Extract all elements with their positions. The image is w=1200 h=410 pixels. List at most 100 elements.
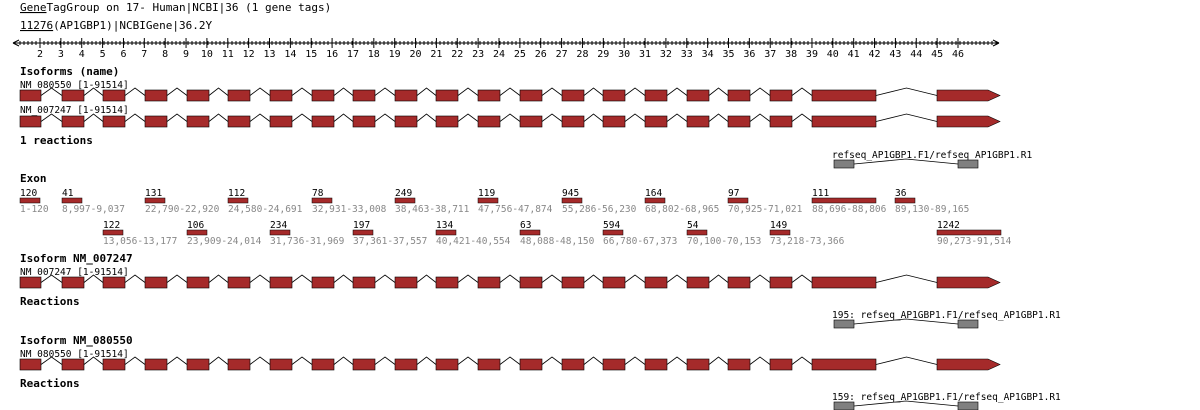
exon-block[interactable]	[602, 89, 626, 102]
exon-block[interactable]	[519, 115, 543, 128]
exon-row2-exon-bar[interactable]	[102, 229, 124, 236]
exon-block[interactable]	[602, 358, 626, 371]
exon-block[interactable]	[102, 89, 126, 102]
primer-reverse[interactable]	[957, 319, 979, 329]
exon-block[interactable]	[644, 115, 668, 128]
primer-reverse[interactable]	[957, 401, 979, 410]
exon-block[interactable]	[811, 89, 877, 102]
exon-block[interactable]	[19, 115, 42, 128]
exon-block[interactable]	[811, 276, 877, 289]
exon-block[interactable]	[144, 276, 168, 289]
exon-row2-exon-bar[interactable]	[269, 229, 291, 236]
gene-link[interactable]: Gene	[20, 1, 47, 14]
exon-block[interactable]	[102, 276, 126, 289]
exon-block-terminal[interactable]	[936, 358, 1001, 371]
exon-block[interactable]	[352, 89, 376, 102]
exon-block[interactable]	[769, 358, 793, 371]
exon-row1-exon-bar[interactable]	[894, 197, 916, 204]
transcript-track-nm007247[interactable]	[19, 113, 1001, 128]
exon-block[interactable]	[519, 89, 543, 102]
exon-block[interactable]	[727, 89, 751, 102]
exon-block[interactable]	[602, 276, 626, 289]
exon-row1-exon-bar[interactable]	[644, 197, 666, 204]
exon-block[interactable]	[394, 358, 418, 371]
exon-block[interactable]	[394, 89, 418, 102]
exon-block[interactable]	[227, 115, 251, 128]
exon-block[interactable]	[686, 89, 710, 102]
exon-block[interactable]	[61, 358, 85, 371]
exon-row2-exon-bar[interactable]	[519, 229, 541, 236]
primer-forward[interactable]	[833, 319, 855, 329]
exon-block[interactable]	[19, 276, 42, 289]
exon-block[interactable]	[352, 115, 376, 128]
reaction-label-a[interactable]: 195: refseq_AP1GBP1.F1/refseq_AP1GBP1.R1	[832, 310, 1061, 321]
exon-row1-exon-bar[interactable]	[144, 197, 166, 204]
exon-row2-exon-bar[interactable]	[602, 229, 624, 236]
exon-block[interactable]	[102, 115, 126, 128]
reaction-primer-pair-b[interactable]	[833, 400, 979, 410]
exon-row1-exon-bar[interactable]	[561, 197, 583, 204]
exon-block[interactable]	[727, 115, 751, 128]
primer-reverse[interactable]	[957, 159, 979, 169]
exon-block[interactable]	[311, 358, 335, 371]
exon-row2-exon-bar[interactable]	[435, 229, 457, 236]
exon-block[interactable]	[269, 358, 293, 371]
exon-row1-exon-bar[interactable]	[61, 197, 83, 204]
reaction-primer-pair-top[interactable]	[833, 158, 979, 169]
exon-block[interactable]	[144, 89, 168, 102]
exon-row2-exon-bar[interactable]	[936, 229, 1002, 236]
exon-row1-exon-bar[interactable]	[19, 197, 41, 204]
exon-block[interactable]	[352, 276, 376, 289]
reaction-primer-pair-a[interactable]	[833, 318, 979, 329]
exon-block[interactable]	[19, 89, 42, 102]
exon-block[interactable]	[769, 276, 793, 289]
exon-block[interactable]	[644, 89, 668, 102]
exon-block[interactable]	[477, 276, 501, 289]
exon-block[interactable]	[186, 276, 210, 289]
exon-block[interactable]	[352, 358, 376, 371]
exon-block[interactable]	[435, 115, 459, 128]
exon-block[interactable]	[186, 115, 210, 128]
exon-block[interactable]	[269, 276, 293, 289]
exon-block[interactable]	[477, 89, 501, 102]
exon-block[interactable]	[602, 115, 626, 128]
exon-row1-exon-bar[interactable]	[394, 197, 416, 204]
exon-block[interactable]	[477, 115, 501, 128]
exon-block[interactable]	[144, 358, 168, 371]
exon-block[interactable]	[811, 358, 877, 371]
exon-block[interactable]	[477, 358, 501, 371]
exon-block[interactable]	[519, 276, 543, 289]
exon-block[interactable]	[435, 89, 459, 102]
exon-block[interactable]	[644, 276, 668, 289]
exon-block[interactable]	[686, 115, 710, 128]
transcript-track-isoform-b[interactable]	[19, 356, 1001, 371]
exon-block[interactable]	[519, 358, 543, 371]
exon-block[interactable]	[394, 115, 418, 128]
exon-block[interactable]	[727, 358, 751, 371]
exon-block-terminal[interactable]	[936, 89, 1001, 102]
gene-id-link[interactable]: 11276	[20, 19, 53, 32]
exon-row1-exon-bar[interactable]	[727, 197, 749, 204]
exon-block[interactable]	[61, 276, 85, 289]
exon-row2-exon-bar[interactable]	[769, 229, 791, 236]
transcript-track-isoform-a[interactable]	[19, 274, 1001, 289]
exon-row2-exon-bar[interactable]	[352, 229, 374, 236]
exon-block[interactable]	[19, 358, 42, 371]
primer-forward[interactable]	[833, 401, 855, 410]
exon-block[interactable]	[561, 115, 585, 128]
exon-block[interactable]	[644, 358, 668, 371]
reaction-label-top[interactable]: refseq_AP1GBP1.F1/refseq_AP1GBP1.R1	[832, 150, 1032, 161]
exon-block-terminal[interactable]	[936, 115, 1001, 128]
exon-block[interactable]	[561, 358, 585, 371]
exon-row1-exon-bar[interactable]	[477, 197, 499, 204]
exon-block[interactable]	[686, 358, 710, 371]
exon-block[interactable]	[227, 358, 251, 371]
exon-block[interactable]	[769, 115, 793, 128]
exon-block[interactable]	[144, 115, 168, 128]
exon-block[interactable]	[311, 276, 335, 289]
exon-block[interactable]	[769, 89, 793, 102]
exon-block[interactable]	[435, 276, 459, 289]
exon-block[interactable]	[311, 89, 335, 102]
exon-block[interactable]	[269, 115, 293, 128]
reaction-label-b[interactable]: 159: refseq_AP1GBP1.F1/refseq_AP1GBP1.R1	[832, 392, 1061, 403]
